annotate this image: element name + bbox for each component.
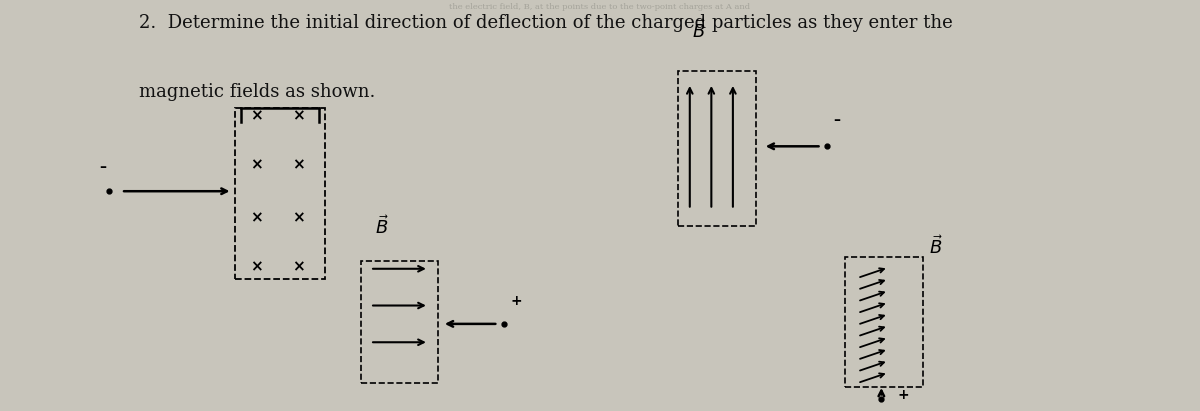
Text: $\vec{B}$: $\vec{B}$ (692, 19, 707, 42)
Text: –: – (100, 160, 107, 174)
Text: ×: × (292, 108, 305, 123)
Text: +: + (510, 294, 522, 308)
Text: ×: × (292, 210, 305, 225)
Text: ×: × (250, 157, 263, 172)
Text: magnetic fields as shown.: magnetic fields as shown. (139, 83, 376, 101)
Text: ×: × (292, 157, 305, 172)
Text: +: + (898, 388, 908, 402)
Text: 2.  Determine the initial direction of deflection of the charged particles as th: 2. Determine the initial direction of de… (139, 14, 953, 32)
Text: ×: × (292, 259, 305, 274)
Text: $\vec{B}$: $\vec{B}$ (929, 235, 943, 258)
Text: ×: × (250, 259, 263, 274)
Text: ×: × (250, 210, 263, 225)
Text: –: – (834, 113, 840, 127)
Text: the electric field, B, at the points due to the two-point charges at A and: the electric field, B, at the points due… (450, 3, 750, 12)
Text: ×: × (250, 108, 263, 123)
Text: $\vec{B}$: $\vec{B}$ (376, 215, 389, 238)
